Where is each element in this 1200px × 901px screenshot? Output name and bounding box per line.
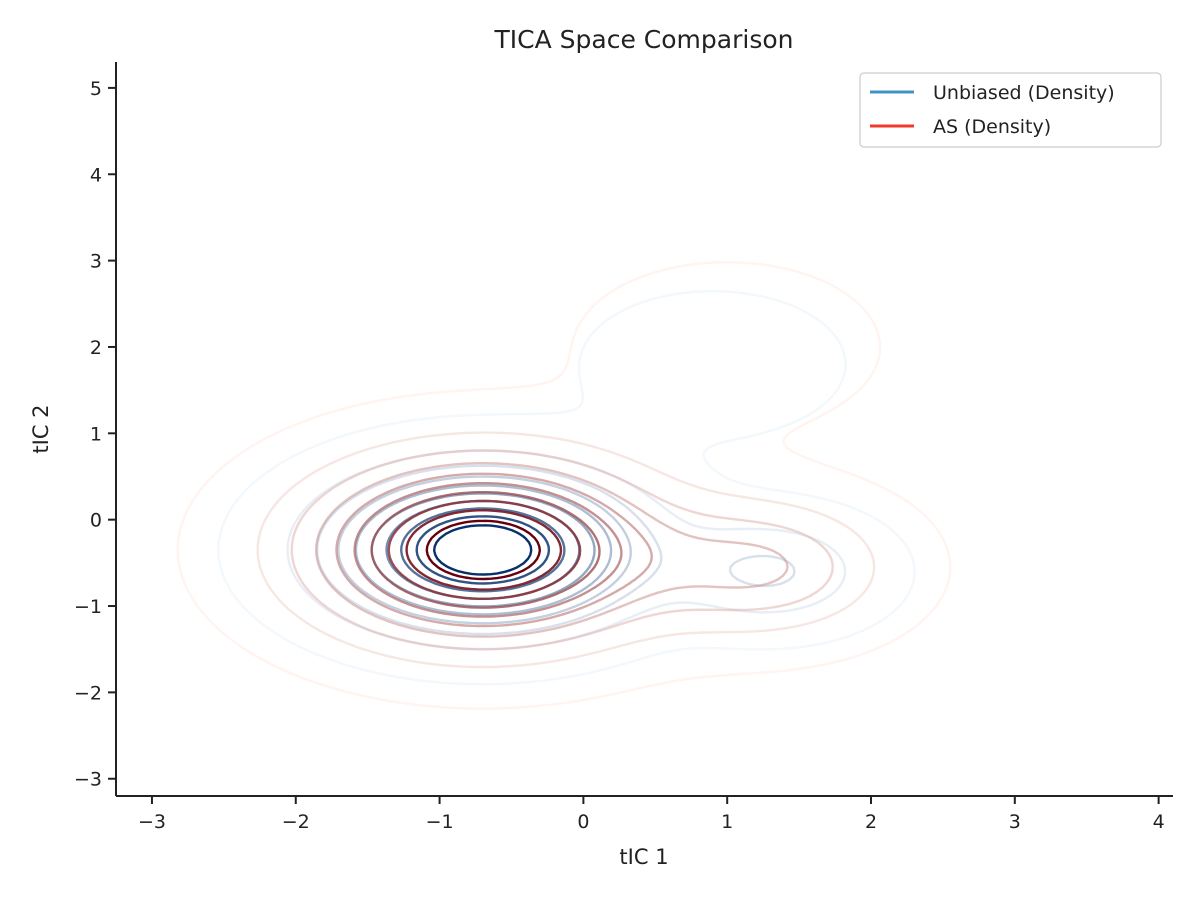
as-contour-level-1 — [176, 261, 952, 710]
x-tick-label: −2 — [282, 811, 310, 833]
y-tick-label: 1 — [90, 423, 102, 445]
y-tick-label: 3 — [90, 251, 102, 273]
unbiased-contour-level-10 — [433, 524, 533, 576]
contour-layer — [176, 261, 952, 710]
y-tick-label: 0 — [90, 510, 102, 532]
chart-title: TICA Space Comparison — [494, 25, 794, 54]
as-contour-level-6 — [353, 482, 623, 618]
x-tick-label: 3 — [1009, 811, 1021, 833]
y-axis-label: tIC 2 — [29, 404, 53, 453]
x-tick-label: −1 — [426, 811, 454, 833]
x-tick-label: 0 — [577, 811, 589, 833]
unbiased-contour-level-1 — [217, 290, 916, 686]
unbiased-contour-level-3 — [316, 464, 796, 636]
y-tick-label: −3 — [74, 769, 102, 791]
legend-label-as: AS (Density) — [933, 116, 1051, 138]
x-tick-label: 4 — [1153, 811, 1165, 833]
unbiased-contour-level-9 — [415, 515, 551, 585]
y-tick-label: −2 — [74, 682, 102, 704]
legend-label-unbiased: Unbiased (Density) — [933, 82, 1115, 104]
unbiased-contour-level-2 — [286, 449, 847, 651]
as-contour-level-7 — [370, 490, 601, 609]
as-contour-level-3 — [290, 449, 834, 651]
legend: Unbiased (Density) AS (Density) — [859, 72, 1162, 148]
x-tick-label: −3 — [138, 811, 166, 833]
x-axis-label: tIC 1 — [619, 845, 668, 869]
y-tick-label: 5 — [90, 78, 102, 100]
x-axis-ticks: −3 −2 −1 0 1 2 3 4 — [138, 796, 1165, 833]
unbiased-contour-level-4 — [337, 475, 632, 625]
legend-frame — [859, 72, 1162, 148]
as-contour-level-2 — [256, 431, 876, 669]
y-axis-ticks: −3 −2 −1 0 1 2 3 4 5 — [74, 78, 116, 791]
as-contour-level-4 — [315, 462, 789, 638]
y-tick-label: 2 — [90, 337, 102, 359]
as-contour-level-5 — [335, 472, 653, 628]
x-tick-label: 2 — [865, 811, 877, 833]
as-contour-level-8 — [387, 499, 582, 600]
as-contour-level-10 — [425, 519, 541, 581]
unbiased-contour-level-8 — [400, 507, 566, 593]
unbiased-contour-level-5 — [354, 484, 613, 616]
y-tick-label: 4 — [90, 164, 102, 186]
as-contour-level-9 — [405, 509, 563, 591]
y-tick-label: −1 — [74, 596, 102, 618]
x-tick-label: 1 — [721, 811, 733, 833]
